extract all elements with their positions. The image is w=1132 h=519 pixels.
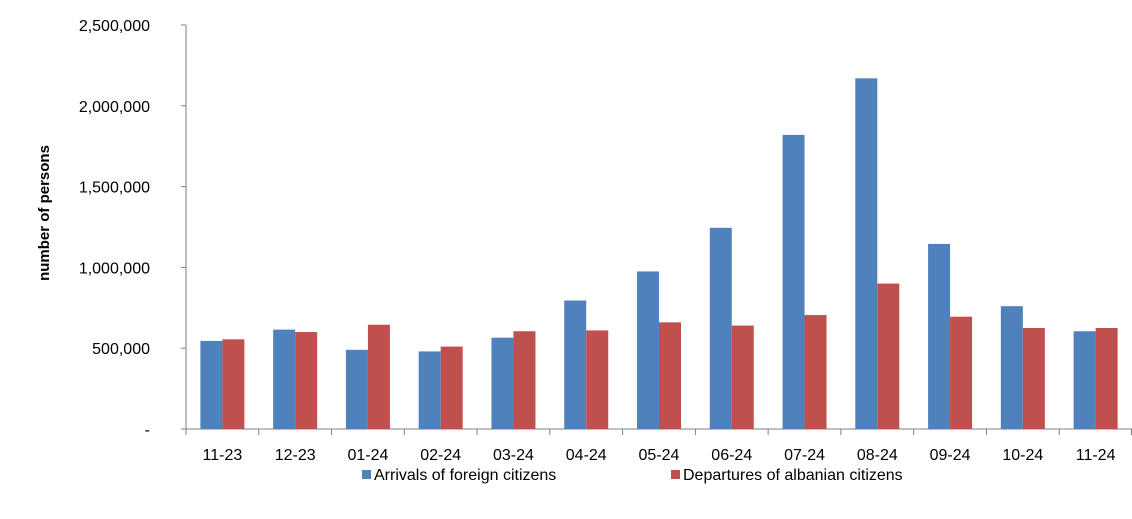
x-tick-label: 05-24 bbox=[639, 447, 680, 464]
bar-arrivals bbox=[491, 337, 514, 429]
x-tick-label: 04-24 bbox=[566, 447, 607, 464]
bar-departures bbox=[586, 330, 609, 429]
bar-departures bbox=[1022, 328, 1045, 429]
y-tick-label: 2,000,000 bbox=[79, 99, 150, 116]
x-tick-label: 02-24 bbox=[420, 447, 461, 464]
bar-departures bbox=[513, 331, 536, 429]
y-tick-label: 500,000 bbox=[92, 341, 150, 358]
y-tick-label: 2,500,000 bbox=[79, 18, 150, 35]
x-tick-label: 01-24 bbox=[347, 447, 388, 464]
legend-label: Arrivals of foreign citizens bbox=[374, 467, 556, 484]
x-tick-label: 03-24 bbox=[493, 447, 534, 464]
y-axis-label-group: number of persons bbox=[36, 145, 53, 281]
x-tick-label: 08-24 bbox=[857, 447, 898, 464]
bar-arrivals bbox=[273, 329, 296, 429]
x-tick-label: 06-24 bbox=[711, 447, 752, 464]
bar-departures bbox=[877, 283, 900, 429]
bar-departures bbox=[222, 339, 245, 429]
bar-arrivals bbox=[1073, 331, 1096, 429]
x-tick-label: 09-24 bbox=[930, 447, 971, 464]
x-tick-label: 07-24 bbox=[784, 447, 825, 464]
bar-departures bbox=[659, 322, 681, 429]
x-tick-label: 12-23 bbox=[275, 447, 316, 464]
legend-swatch bbox=[671, 470, 680, 479]
y-axis: - 500,000 1,000,000 1,500,000 2,000,000 2,500… bbox=[79, 18, 187, 439]
bar-arrivals bbox=[709, 227, 732, 429]
x-tick-label: 11-23 bbox=[203, 447, 243, 464]
bar-arrivals bbox=[564, 300, 587, 429]
bar-arrivals bbox=[418, 351, 441, 429]
x-tick-label: 10-24 bbox=[1002, 447, 1043, 464]
bars bbox=[200, 78, 1118, 429]
bar-arrivals bbox=[637, 271, 659, 429]
bar-arrivals bbox=[855, 78, 878, 429]
y-tick-label: 1,500,000 bbox=[79, 180, 150, 197]
y-tick-label: 1,000,000 bbox=[79, 260, 150, 277]
bar-arrivals bbox=[928, 243, 951, 429]
legend: Arrivals of foreign citizens Departures o… bbox=[362, 467, 903, 484]
bar-arrivals bbox=[782, 134, 805, 429]
bar-departures bbox=[440, 346, 463, 429]
bar-departures bbox=[367, 324, 390, 429]
bar-departures bbox=[950, 316, 973, 429]
bar-arrivals bbox=[345, 349, 368, 429]
legend-swatch bbox=[362, 470, 371, 479]
bar-arrivals bbox=[1000, 306, 1023, 429]
bar-departures bbox=[1095, 328, 1118, 429]
y-tick-label: - bbox=[145, 422, 150, 439]
bar-departures bbox=[731, 325, 754, 429]
x-axis: 11-23 12-23 01-24 02-24 03-24 04-24 05-24 06-24… bbox=[185, 428, 1132, 464]
bar-arrivals bbox=[200, 340, 223, 429]
legend-label: Departures of albanian citizens bbox=[683, 467, 903, 484]
y-axis-label: number of persons bbox=[36, 145, 53, 281]
bar-departures bbox=[295, 332, 318, 429]
x-tick-label: 11-24 bbox=[1076, 447, 1116, 464]
bar-departures bbox=[804, 315, 827, 429]
